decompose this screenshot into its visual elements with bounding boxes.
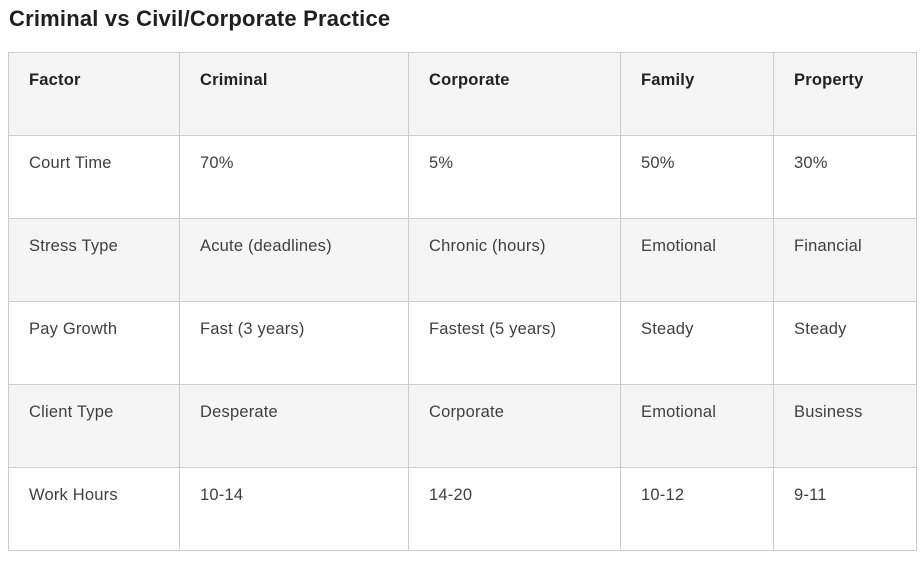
table-row-client-type: Client Type Desperate Corporate Emotiona… [8,384,917,468]
cell-value: 9-11 [773,467,917,551]
column-header-factor: Factor [8,52,180,136]
cell-value: 50% [620,135,774,219]
page-title: Criminal vs Civil/Corporate Practice [9,6,391,31]
comparison-table: Factor Criminal Corporate Family Propert… [8,52,917,551]
row-label: Court Time [8,135,180,219]
row-label: Client Type [8,384,180,468]
table-header: Factor Criminal Corporate Family Propert… [8,52,917,136]
cell-value: Steady [773,301,917,385]
cell-value: Chronic (hours) [408,218,621,302]
column-header-corporate: Corporate [408,52,621,136]
cell-value: Steady [620,301,774,385]
cell-value: 70% [179,135,409,219]
cell-value: 10-12 [620,467,774,551]
cell-value: 14-20 [408,467,621,551]
cell-value: Corporate [408,384,621,468]
cell-value: 5% [408,135,621,219]
cell-value: Business [773,384,917,468]
row-label: Stress Type [8,218,180,302]
cell-value: Emotional [620,218,774,302]
cell-value: 30% [773,135,917,219]
table-row-court-time: Court Time 70% 5% 50% 30% [8,135,917,219]
column-header-family: Family [620,52,774,136]
cell-value: Emotional [620,384,774,468]
column-header-criminal: Criminal [179,52,409,136]
table-row-pay-growth: Pay Growth Fast (3 years) Fastest (5 yea… [8,301,917,385]
table-row-stress-type: Stress Type Acute (deadlines) Chronic (h… [8,218,917,302]
table-header-row: Factor Criminal Corporate Family Propert… [8,52,917,136]
cell-value: Financial [773,218,917,302]
row-label: Work Hours [8,467,180,551]
table-row-work-hours: Work Hours 10-14 14-20 10-12 9-11 [8,467,917,551]
cell-value: Desperate [179,384,409,468]
column-header-property: Property [773,52,917,136]
cell-value: Fast (3 years) [179,301,409,385]
cell-value: 10-14 [179,467,409,551]
cell-value: Fastest (5 years) [408,301,621,385]
table-body: Court Time 70% 5% 50% 30% Stress Type Ac… [8,135,917,551]
cell-value: Acute (deadlines) [179,218,409,302]
row-label: Pay Growth [8,301,180,385]
